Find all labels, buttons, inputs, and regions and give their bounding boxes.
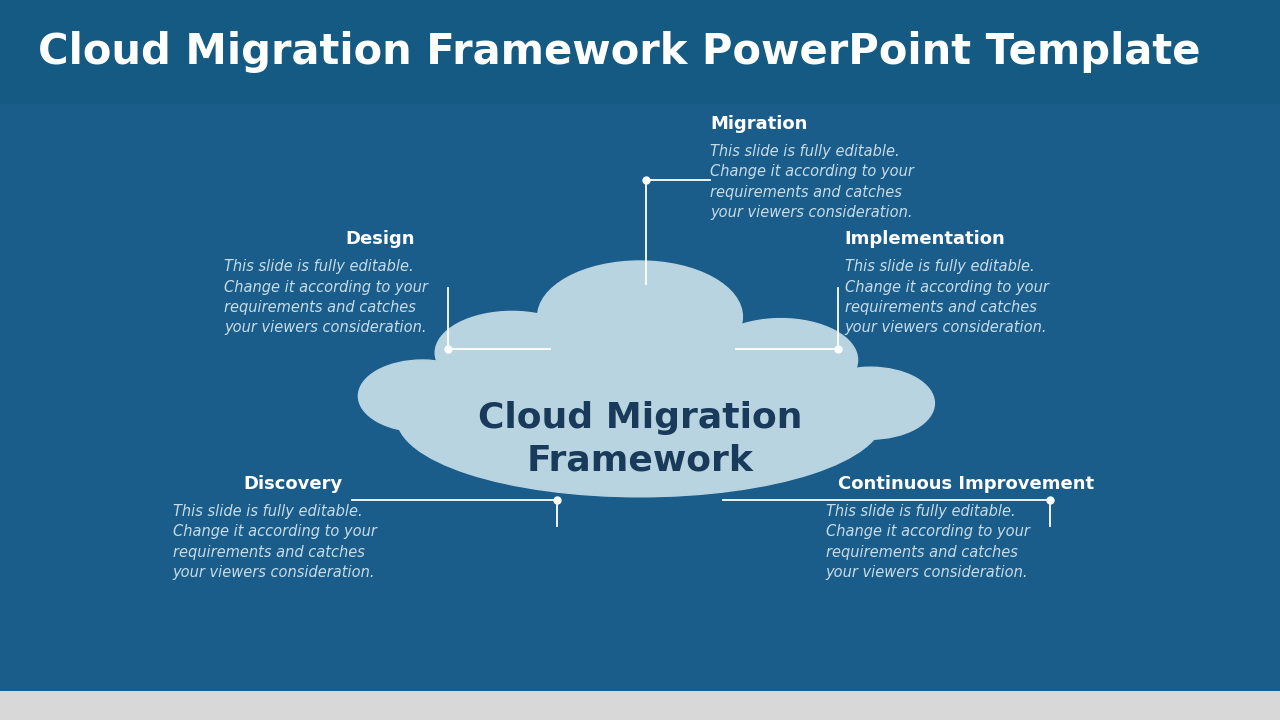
FancyBboxPatch shape: [0, 0, 1280, 104]
Point: [636, 174, 657, 186]
Ellipse shape: [538, 261, 742, 373]
Ellipse shape: [435, 311, 589, 395]
Text: Discovery: Discovery: [243, 475, 343, 493]
Text: Cloud Migration Framework PowerPoint Template: Cloud Migration Framework PowerPoint Tem…: [38, 31, 1201, 73]
Point: [438, 343, 458, 355]
Text: Design: Design: [346, 230, 415, 248]
Point: [828, 343, 849, 355]
Text: This slide is fully editable.
Change it according to your
requirements and catch: This slide is fully editable. Change it …: [224, 259, 428, 336]
Ellipse shape: [806, 367, 934, 439]
Text: This slide is fully editable.
Change it according to your
requirements and catch: This slide is fully editable. Change it …: [710, 144, 914, 220]
Point: [547, 495, 567, 506]
Text: Implementation: Implementation: [845, 230, 1006, 248]
Point: [1039, 495, 1060, 506]
Ellipse shape: [397, 338, 883, 497]
Text: This slide is fully editable.
Change it according to your
requirements and catch: This slide is fully editable. Change it …: [826, 504, 1029, 580]
FancyBboxPatch shape: [0, 691, 1280, 720]
Ellipse shape: [358, 360, 486, 432]
Text: Migration: Migration: [710, 115, 808, 133]
Text: Cloud Migration
Framework: Cloud Migration Framework: [477, 401, 803, 477]
Ellipse shape: [704, 318, 858, 401]
Text: Continuous Improvement: Continuous Improvement: [838, 475, 1094, 493]
Text: This slide is fully editable.
Change it according to your
requirements and catch: This slide is fully editable. Change it …: [845, 259, 1048, 336]
Text: This slide is fully editable.
Change it according to your
requirements and catch: This slide is fully editable. Change it …: [173, 504, 376, 580]
